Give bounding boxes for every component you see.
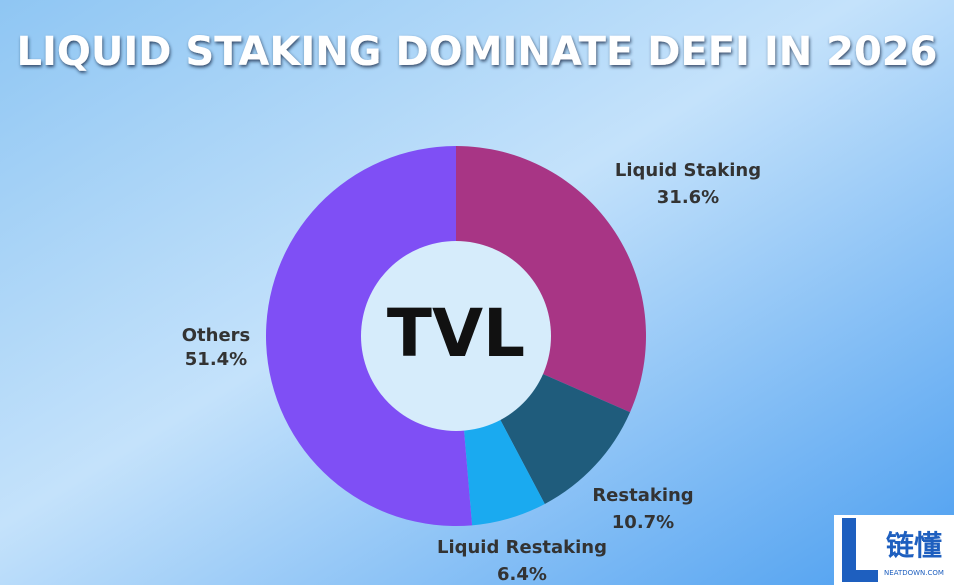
watermark-subtext: NEATDOWN.COM [884,569,944,577]
slice-label: Liquid Staking [615,160,761,181]
donut-slice [265,146,473,526]
watermark: 链懂 NEATDOWN.COM [834,515,954,585]
donut-slice [499,372,631,504]
slice-label: Restaking [592,485,693,506]
donut-slice [463,417,545,526]
donut-slice [456,146,646,413]
chart-title: LIQUID STAKING DOMINATE DEFI IN 2026 [17,29,938,75]
watermark-text: 链懂 [886,529,942,562]
slice-value-label: 51.4% [185,349,247,370]
watermark-icon [842,518,878,582]
donut [265,146,646,526]
slice-value-label: 31.6% [657,187,719,208]
center-label: TVL [387,295,525,372]
donut-hole [361,241,551,431]
slice-label: Others [182,325,251,346]
slice-label: Liquid Restaking [437,537,607,558]
slice-value-label: 10.7% [612,512,674,533]
slice-value-label: 6.4% [497,564,547,585]
